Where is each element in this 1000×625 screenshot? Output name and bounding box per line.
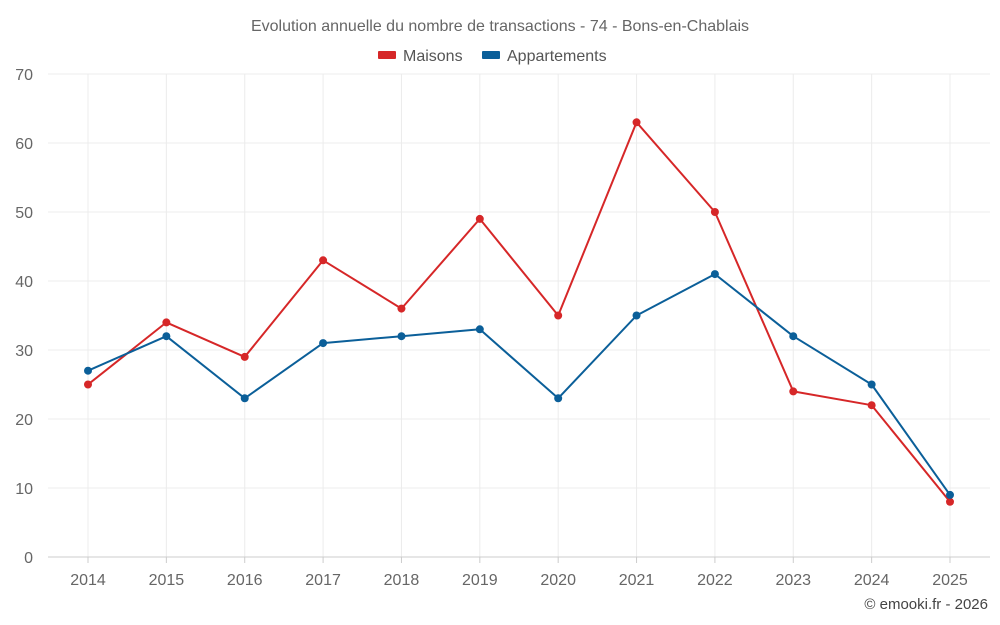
- x-axis-ticks: 2014 2015 2016 2017 2018 2019 2020 2021 2022 2023…: [70, 557, 968, 589]
- data-point-maisons[interactable]: [632, 118, 641, 127]
- x-tick-label: 2014: [70, 572, 106, 589]
- data-point-maisons[interactable]: [319, 256, 328, 265]
- y-axis-ticks: 0 10 20 30 40 50 60 70: [15, 67, 33, 567]
- legend-item-appartements[interactable]: Appartements: [482, 48, 607, 65]
- data-point-appartements[interactable]: [240, 394, 249, 403]
- data-point-maisons[interactable]: [946, 497, 954, 506]
- data-point-appartements[interactable]: [789, 332, 798, 341]
- x-tick-label: 2023: [775, 572, 811, 589]
- series-appartements: [84, 270, 954, 499]
- legend-swatch-maisons: [378, 51, 396, 59]
- y-tick-label: 20: [15, 412, 33, 429]
- x-tick-label: 2022: [697, 572, 733, 589]
- legend-label-maisons: Maisons: [403, 48, 463, 65]
- y-tick-label: 50: [15, 205, 33, 222]
- y-tick-label: 60: [15, 136, 33, 153]
- data-point-appartements[interactable]: [162, 332, 171, 341]
- data-point-appartements[interactable]: [84, 366, 92, 375]
- grid: [48, 73, 990, 557]
- credit-text: © emooki.fr - 2026: [864, 596, 988, 613]
- data-point-maisons[interactable]: [475, 214, 484, 223]
- y-tick-label: 70: [15, 67, 33, 84]
- data-point-appartements[interactable]: [632, 311, 641, 320]
- data-point-appartements[interactable]: [946, 490, 954, 499]
- series-maisons: [84, 118, 954, 506]
- x-tick-label: 2024: [854, 572, 890, 589]
- legend-label-appartements: Appartements: [507, 48, 607, 65]
- x-tick-label: 2020: [540, 572, 576, 589]
- legend-swatch-appartements: [482, 51, 500, 59]
- y-tick-label: 40: [15, 274, 33, 291]
- legend-item-maisons[interactable]: Maisons: [378, 48, 463, 65]
- data-point-maisons[interactable]: [789, 387, 798, 396]
- data-point-maisons[interactable]: [710, 208, 719, 216]
- x-tick-label: 2016: [227, 572, 263, 589]
- data-point-appartements[interactable]: [397, 332, 406, 341]
- x-tick-label: 2017: [305, 572, 341, 589]
- data-point-appartements[interactable]: [554, 394, 563, 403]
- series-layer: [84, 118, 954, 506]
- series-line-maisons: [87, 121, 951, 503]
- data-point-maisons[interactable]: [397, 304, 406, 313]
- data-point-maisons[interactable]: [867, 401, 876, 410]
- data-point-maisons[interactable]: [240, 352, 249, 361]
- x-tick-label: 2025: [932, 572, 968, 589]
- x-tick-label: 2018: [384, 572, 420, 589]
- y-tick-label: 30: [15, 343, 33, 360]
- x-tick-label: 2015: [149, 572, 185, 589]
- x-tick-label: 2021: [619, 572, 655, 589]
- x-tick-label: 2019: [462, 572, 498, 589]
- data-point-appartements[interactable]: [867, 380, 876, 389]
- chart-title: Evolution annuelle du nombre de transact…: [251, 18, 749, 35]
- legend: Maisons Appartements: [378, 48, 607, 65]
- y-tick-label: 0: [24, 550, 33, 567]
- series-line-appartements: [87, 273, 951, 496]
- y-tick-label: 10: [15, 481, 33, 498]
- data-point-maisons[interactable]: [162, 318, 171, 327]
- data-point-appartements[interactable]: [710, 270, 719, 279]
- data-point-appartements[interactable]: [319, 339, 328, 348]
- data-point-maisons[interactable]: [554, 311, 563, 320]
- data-point-appartements[interactable]: [475, 325, 484, 334]
- data-point-maisons[interactable]: [84, 380, 92, 389]
